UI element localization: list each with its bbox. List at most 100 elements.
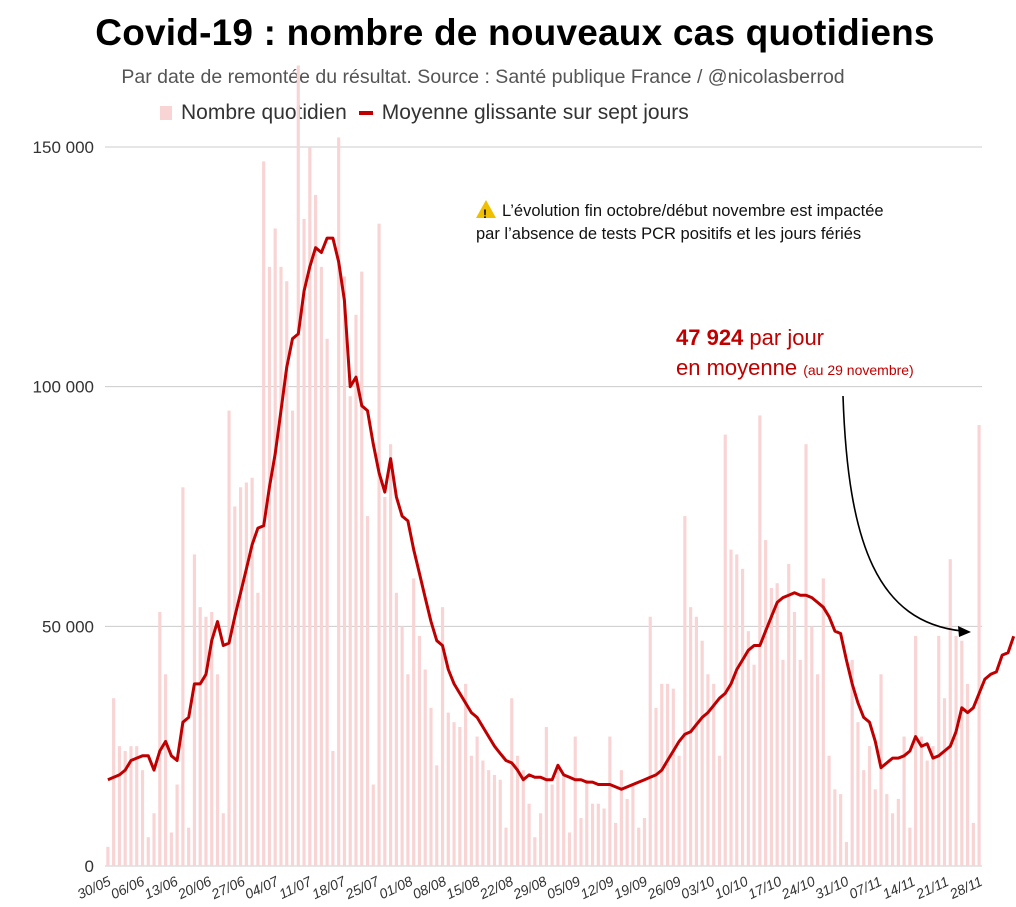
bar (567, 832, 572, 866)
bar (314, 194, 318, 866)
bar (383, 496, 387, 866)
bar (158, 611, 162, 866)
bar (550, 784, 554, 866)
bar (510, 698, 514, 866)
bar (169, 832, 173, 866)
bar (377, 223, 381, 866)
bar (221, 813, 225, 866)
x-tick-label: 21/11 (913, 873, 951, 902)
bar (942, 698, 947, 866)
bar (769, 587, 773, 866)
bar (798, 659, 802, 866)
bar (821, 578, 825, 866)
bar (873, 789, 877, 866)
bar (654, 707, 658, 866)
bar (890, 813, 895, 866)
legend-line-swatch (358, 111, 373, 115)
chart-subtitle: Par date de remontée du résultat. Source… (121, 66, 845, 88)
bar (960, 640, 964, 866)
bar (815, 674, 820, 866)
bar (296, 65, 300, 867)
bar (775, 583, 779, 866)
bar (619, 770, 623, 866)
bar (302, 218, 306, 866)
bar (481, 760, 485, 866)
bar (977, 425, 981, 866)
x-axis: 30/0506/0613/0620/0627/0604/0711/0718/07… (75, 872, 985, 902)
bar (464, 683, 468, 866)
bar (527, 803, 531, 866)
bar (862, 770, 866, 866)
bar (752, 664, 756, 866)
bar (458, 726, 462, 866)
bar (365, 516, 370, 866)
bar (885, 794, 889, 866)
bar (919, 736, 924, 866)
bar (504, 827, 508, 866)
bar (337, 137, 341, 866)
bar (717, 755, 722, 866)
bar (602, 808, 606, 866)
bar (556, 765, 560, 866)
bar (440, 607, 445, 866)
bar (671, 688, 675, 866)
bar (262, 161, 266, 866)
bar (273, 228, 277, 866)
bar (319, 266, 323, 866)
bar (239, 487, 243, 866)
legend-item-line: Moyenne glissante sur sept jours (358, 101, 689, 125)
bar (475, 736, 479, 866)
callout-line2: en moyenne (676, 355, 798, 380)
bar (902, 736, 906, 866)
bar (585, 779, 589, 866)
bar (700, 640, 704, 866)
bar (521, 770, 525, 866)
bar (954, 635, 958, 866)
bar (712, 683, 716, 866)
legend-bars-label: Nombre quotidien (181, 101, 347, 124)
bar (429, 707, 433, 866)
warning-icon: ! (476, 200, 496, 221)
bar (896, 798, 900, 866)
bar (596, 803, 600, 866)
bar (244, 482, 248, 866)
bar (325, 338, 329, 866)
warning-line1: L’évolution fin octobre/début novembre e… (502, 202, 884, 220)
bar (256, 592, 260, 866)
bar (746, 631, 750, 866)
bar (117, 746, 122, 866)
bar (210, 611, 214, 866)
x-tick-label: 31/10 (812, 873, 851, 902)
bar (879, 674, 883, 866)
bar (181, 487, 185, 866)
bar (562, 774, 566, 866)
bar (740, 568, 745, 866)
line-series (107, 236, 1016, 791)
callout-date-note: (au 29 novembre) (803, 362, 914, 378)
gridlines (105, 146, 982, 867)
warning-note: ! L’évolution fin octobre/début novembre … (476, 198, 884, 246)
bar (590, 803, 595, 866)
bar (729, 549, 733, 866)
bar (198, 607, 202, 866)
bar (140, 770, 145, 866)
legend-line-label: Moyenne glissante sur sept jours (381, 101, 689, 124)
bar (400, 626, 404, 866)
bar (123, 750, 127, 866)
bar (233, 506, 237, 866)
bar (412, 578, 416, 866)
bar (360, 271, 364, 866)
bar (394, 592, 398, 866)
bar (648, 616, 652, 866)
bar (856, 722, 860, 866)
bar (965, 683, 970, 866)
bar (290, 410, 295, 866)
bar (342, 276, 347, 866)
bar (285, 281, 289, 866)
bar (204, 616, 208, 866)
bar (948, 559, 952, 866)
y-tick-label: 50 000 (42, 617, 94, 636)
bar (925, 760, 929, 866)
bar (637, 827, 641, 866)
